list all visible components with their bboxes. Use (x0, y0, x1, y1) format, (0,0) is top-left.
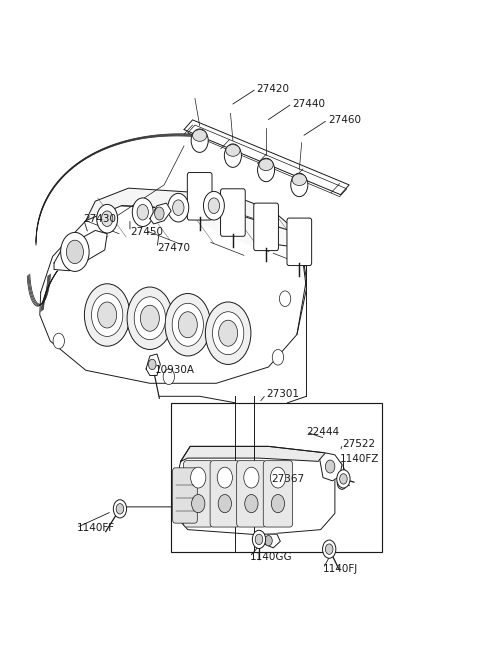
Circle shape (60, 232, 89, 272)
Bar (171, 403, 383, 552)
FancyBboxPatch shape (173, 468, 197, 523)
Circle shape (270, 467, 286, 488)
Circle shape (173, 200, 184, 215)
Text: 27450: 27450 (130, 227, 163, 237)
Circle shape (127, 287, 173, 350)
Circle shape (191, 467, 206, 488)
Circle shape (340, 474, 347, 484)
Circle shape (179, 312, 197, 338)
Circle shape (255, 534, 263, 544)
Polygon shape (54, 230, 107, 271)
Circle shape (163, 369, 175, 384)
Circle shape (224, 144, 241, 167)
Text: 27460: 27460 (328, 115, 361, 125)
FancyBboxPatch shape (287, 218, 312, 266)
FancyBboxPatch shape (183, 461, 213, 527)
Circle shape (97, 302, 117, 328)
Ellipse shape (192, 130, 207, 141)
Circle shape (140, 305, 159, 331)
Polygon shape (184, 120, 349, 195)
FancyBboxPatch shape (210, 461, 240, 527)
Polygon shape (174, 446, 335, 535)
Text: 22444: 22444 (306, 427, 339, 437)
Text: 10930A: 10930A (155, 365, 194, 375)
Circle shape (325, 544, 333, 554)
Polygon shape (180, 446, 325, 461)
Polygon shape (40, 206, 306, 383)
Circle shape (258, 158, 275, 182)
Circle shape (279, 291, 291, 306)
Circle shape (264, 535, 272, 546)
Text: 27420: 27420 (257, 83, 289, 94)
Circle shape (192, 495, 205, 513)
Circle shape (205, 302, 251, 365)
Circle shape (218, 495, 231, 513)
FancyBboxPatch shape (187, 173, 212, 220)
Circle shape (113, 500, 127, 518)
Circle shape (168, 194, 189, 222)
Circle shape (148, 359, 156, 369)
Circle shape (155, 207, 164, 220)
Circle shape (137, 205, 148, 220)
Circle shape (116, 504, 124, 514)
Text: 1140FJ: 1140FJ (323, 564, 358, 573)
Circle shape (204, 192, 224, 220)
Text: 27430: 27430 (84, 214, 117, 224)
Circle shape (323, 540, 336, 558)
Circle shape (191, 129, 208, 152)
Circle shape (337, 470, 350, 488)
Circle shape (66, 240, 84, 264)
Polygon shape (320, 453, 342, 481)
Circle shape (252, 530, 265, 548)
Ellipse shape (259, 159, 273, 171)
Circle shape (244, 467, 259, 488)
Polygon shape (150, 203, 171, 224)
Circle shape (219, 320, 238, 346)
Circle shape (208, 198, 219, 213)
Circle shape (245, 495, 258, 513)
Circle shape (291, 173, 308, 197)
FancyBboxPatch shape (263, 461, 293, 527)
Circle shape (217, 467, 232, 488)
Circle shape (132, 198, 153, 226)
Circle shape (271, 495, 285, 513)
Circle shape (134, 297, 166, 340)
Circle shape (337, 476, 347, 489)
Ellipse shape (292, 174, 306, 186)
Polygon shape (86, 188, 301, 251)
FancyBboxPatch shape (220, 189, 245, 236)
Circle shape (165, 293, 211, 356)
Text: 27440: 27440 (292, 98, 325, 109)
Circle shape (213, 312, 244, 355)
Circle shape (92, 293, 123, 337)
Circle shape (84, 284, 130, 346)
Circle shape (325, 460, 335, 473)
Text: 1140FF: 1140FF (76, 523, 114, 533)
Polygon shape (146, 354, 160, 375)
Text: 27301: 27301 (266, 390, 299, 400)
Circle shape (172, 303, 204, 346)
Text: 27367: 27367 (271, 474, 304, 484)
Circle shape (101, 211, 113, 226)
Ellipse shape (226, 144, 240, 156)
Text: 27522: 27522 (342, 439, 375, 449)
Circle shape (53, 333, 64, 349)
FancyBboxPatch shape (237, 461, 266, 527)
Text: 27470: 27470 (157, 243, 190, 253)
Text: 1140GG: 1140GG (250, 552, 292, 562)
Text: 1140FZ: 1140FZ (340, 455, 379, 464)
FancyBboxPatch shape (254, 203, 278, 251)
Polygon shape (259, 534, 280, 548)
Polygon shape (169, 198, 306, 251)
Circle shape (96, 205, 118, 233)
Circle shape (272, 350, 284, 365)
